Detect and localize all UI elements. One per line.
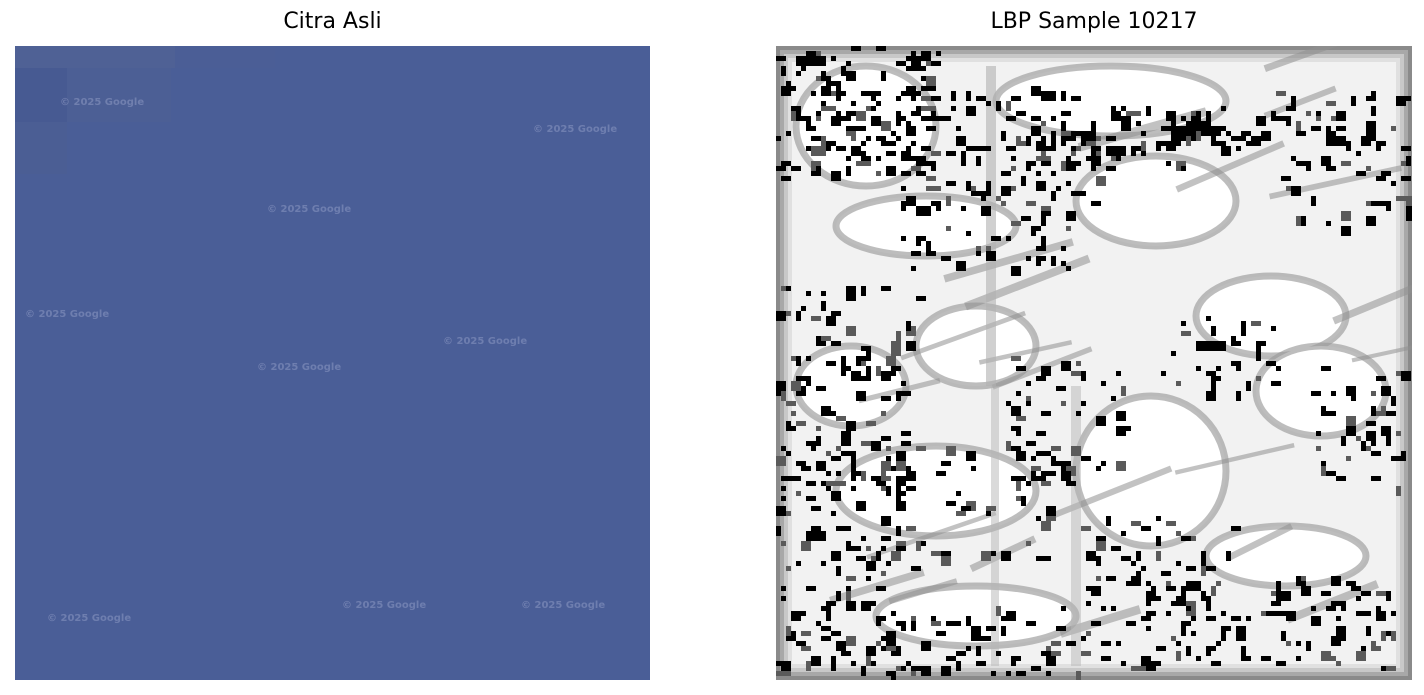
image-tile <box>15 46 175 68</box>
watermark-text: © 2025 Google <box>533 124 618 135</box>
original-image: © 2025 Google © 2025 Google © 2025 Googl… <box>15 46 650 680</box>
watermark-text: © 2025 Google <box>47 613 132 624</box>
image-tile <box>67 68 171 122</box>
watermark-text: © 2025 Google <box>267 204 352 215</box>
left-panel-title: Citra Asli <box>283 9 382 34</box>
watermark-text: © 2025 Google <box>257 362 342 373</box>
image-tile <box>15 68 67 122</box>
watermark-text: © 2025 Google <box>60 97 145 108</box>
watermark-text: © 2025 Google <box>443 336 528 347</box>
image-tile <box>15 122 67 174</box>
watermark-text: © 2025 Google <box>25 309 110 320</box>
lbp-texture-graphic <box>776 46 1412 680</box>
watermark-text: © 2025 Google <box>521 600 606 611</box>
right-panel-title: LBP Sample 10217 <box>990 9 1198 34</box>
lbp-texture-image <box>776 46 1412 680</box>
watermark-text: © 2025 Google <box>342 600 427 611</box>
image-tile <box>175 46 275 68</box>
